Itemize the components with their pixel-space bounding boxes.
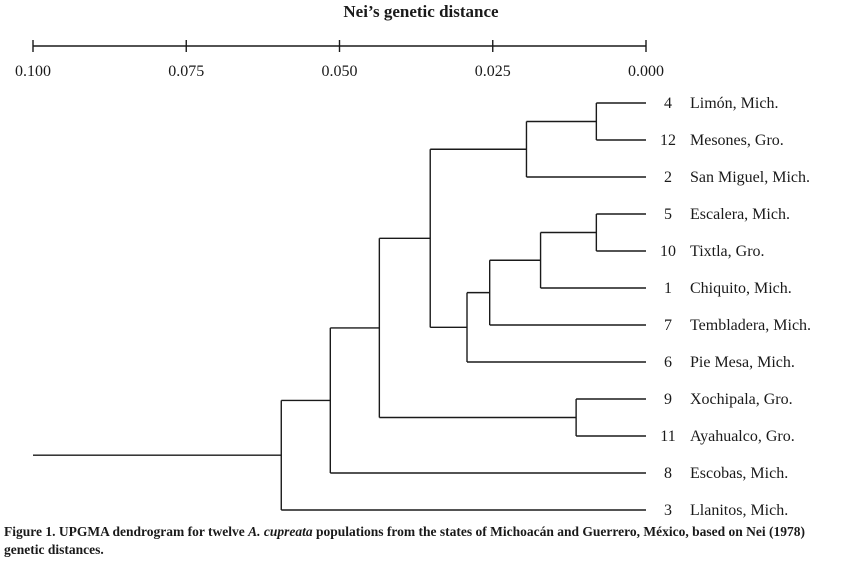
leaf-name: Tembladera, Mich. — [690, 317, 811, 334]
leaf-number: 4 — [664, 95, 672, 112]
distance-axis: 0.100 0.075 0.050 0.025 0.000 — [15, 40, 664, 80]
leaf-number: 7 — [664, 317, 672, 334]
leaf-number: 8 — [664, 465, 672, 482]
leaf-name: Limón, Mich. — [690, 95, 778, 112]
axis-tick-label: 0.075 — [168, 63, 204, 80]
leaf-name: Chiquito, Mich. — [690, 280, 792, 297]
chart-title: Nei’s genetic distance — [343, 2, 499, 21]
leaf-number: 11 — [660, 428, 675, 445]
leaf-number: 10 — [660, 243, 676, 260]
leaf-labels: 4 Limón, Mich. 12 Mesones, Gro. 2 San Miguel,… — [660, 95, 811, 519]
leaf-name: Escalera, Mich. — [690, 206, 790, 223]
leaf-number: 5 — [664, 206, 672, 223]
leaf-name: Mesones, Gro. — [690, 132, 784, 149]
leaf-number: 6 — [664, 354, 672, 371]
leaf-name: Escobas, Mich. — [690, 465, 788, 482]
caption-species: A. cupreata — [248, 524, 313, 539]
leaf-name: Tixtla, Gro. — [690, 243, 765, 260]
axis-tick-label: 0.100 — [15, 63, 51, 80]
dendrogram-tree — [33, 102, 646, 511]
leaf-name: San Miguel, Mich. — [690, 169, 810, 186]
figure-caption: Figure 1. UPGMA dendrogram for twelve A.… — [4, 523, 846, 559]
leaf-number: 3 — [664, 502, 672, 519]
leaf-name: Pie Mesa, Mich. — [690, 354, 795, 371]
leaf-number: 2 — [664, 169, 672, 186]
axis-tick-label: 0.000 — [628, 63, 664, 80]
axis-tick-label: 0.025 — [475, 63, 511, 80]
leaf-name: Xochipala, Gro. — [690, 391, 793, 408]
leaf-number: 1 — [664, 280, 672, 297]
caption-prefix: Figure 1. UPGMA dendrogram for twelve — [4, 524, 249, 539]
dendrogram-chart: Nei’s genetic distance 0.100 0.075 0.050 0.… — [15, 2, 811, 519]
leaf-name: Ayahualco, Gro. — [690, 428, 795, 445]
leaf-name: Llanitos, Mich. — [690, 502, 788, 519]
axis-tick-label: 0.050 — [322, 63, 358, 80]
leaf-number: 9 — [664, 391, 672, 408]
caption-suffix: populations from the states of Michoacán… — [4, 524, 805, 557]
leaf-number: 12 — [660, 132, 676, 149]
